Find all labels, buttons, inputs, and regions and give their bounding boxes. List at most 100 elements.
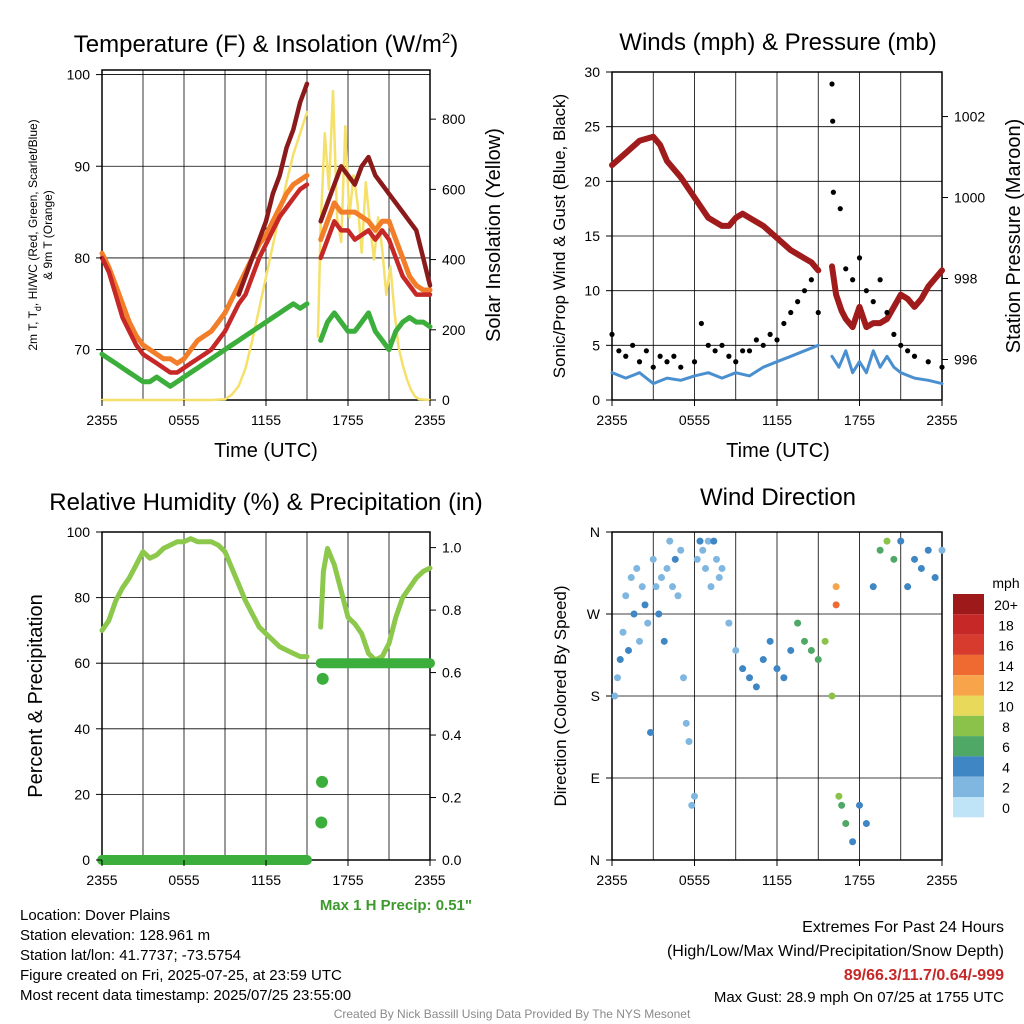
y-tick-label: 80: [74, 590, 90, 606]
direction-points: [611, 537, 946, 846]
panel-temperature: Temperature (F) & Insolation (W/m2) 2355…: [26, 30, 505, 462]
legend-label: 18: [998, 617, 1014, 633]
gust-point: [781, 320, 787, 327]
rh-line: [99, 536, 433, 663]
gust-point: [774, 337, 780, 343]
x-tick-label: 0555: [168, 412, 199, 428]
y-tick-label: N: [590, 852, 600, 868]
direction-point: [619, 628, 627, 636]
direction-point: [704, 537, 712, 545]
gust-point: [691, 359, 698, 365]
direction-point: [715, 574, 723, 582]
precip-point: [315, 816, 328, 829]
x-tick-label: 1755: [332, 412, 363, 428]
direction-point: [842, 820, 850, 828]
speed-legend: mph 20+ 18 16 14 12 10 8 6 4 2 0: [953, 575, 1020, 818]
footer-credit: Created By Nick Bassill Using Data Provi…: [333, 1007, 691, 1021]
winds-xlabel: Time (UTC): [726, 440, 830, 462]
gust-point: [788, 309, 794, 316]
direction-point: [828, 692, 836, 700]
direction-point: [938, 546, 946, 554]
dewpoint-line: [99, 301, 433, 389]
direction-point: [627, 574, 635, 582]
gust-point: [657, 353, 663, 359]
y2-tick-label: 0.0: [442, 852, 462, 868]
winds-series: [609, 81, 945, 386]
direction-point: [688, 801, 696, 809]
gust-point: [830, 189, 836, 195]
y2-tick-label: 1000: [954, 190, 985, 206]
direction-axes: 2355 0555 1155 1755 2355 N E S W N: [587, 524, 958, 888]
direction-point: [911, 555, 918, 563]
humidity-series: [97, 536, 435, 865]
y2-tick-label: 998: [954, 271, 978, 287]
x-tick-label: 1155: [251, 872, 281, 888]
y-tick-label: 40: [74, 721, 90, 737]
direction-point: [710, 537, 718, 545]
legend-swatch: [953, 736, 984, 757]
gust-point: [753, 337, 759, 343]
legend-label: 4: [1002, 759, 1010, 775]
direction-point: [622, 592, 630, 600]
y-tick-label: 90: [74, 158, 90, 174]
winds-y2label: Station Pressure (Maroon): [1003, 119, 1024, 354]
x-tick-label: 2355: [86, 412, 117, 428]
y-tick-label: 60: [74, 655, 90, 671]
direction-point: [832, 601, 840, 609]
gust-point: [746, 348, 753, 354]
gust-point: [891, 331, 897, 337]
gust-point: [795, 299, 801, 305]
direction-point: [832, 583, 840, 591]
pressure-line: [609, 133, 945, 331]
y-tick-label: 30: [584, 64, 600, 80]
gust-point: [616, 348, 622, 354]
direction-point: [924, 546, 932, 554]
legend-label: 14: [998, 658, 1014, 674]
extremes-subtitle: (High/Low/Max Wind/Precipitation/Snow De…: [666, 943, 1004, 960]
y2-tick-label: 400: [442, 252, 466, 268]
y-tick-label: 20: [74, 786, 90, 802]
direction-title: Wind Direction: [700, 484, 856, 511]
direction-point: [652, 583, 660, 591]
gust-point: [939, 364, 945, 370]
y-tick-label: 10: [584, 283, 600, 299]
y2-tick-label: 200: [442, 322, 466, 338]
direction-point: [732, 646, 740, 654]
temp_9m-line: [99, 172, 433, 366]
legend-label: 12: [998, 678, 1014, 694]
gust-point: [650, 364, 656, 370]
y-tick-label: W: [587, 606, 601, 622]
legend-swatch: [953, 776, 984, 797]
gust-point: [843, 266, 849, 272]
gust-point: [884, 309, 890, 316]
gust-point: [767, 331, 773, 337]
gust-point: [630, 342, 636, 348]
gust-point: [705, 342, 711, 348]
humidity-axes: 2355 0555 1155 1755 2355 0 20 40 60 80 100 0.0 0.2 0.…: [67, 524, 462, 888]
humidity-ylabel: Percent & Precipitation: [25, 594, 47, 797]
x-tick-label: 2355: [926, 872, 957, 888]
direction-point: [917, 564, 925, 572]
direction-point: [890, 555, 898, 563]
x-tick-label: 2355: [414, 872, 445, 888]
gust-point: [664, 359, 670, 365]
temperature-axes: 2355 0555 1155 1755 2355 70 80 90 100 0 200 400 600 8…: [67, 67, 466, 428]
direction-point: [787, 646, 795, 654]
temperature-series: [99, 81, 433, 402]
direction-point: [725, 619, 733, 627]
direction-point: [883, 537, 891, 545]
legend-swatch: [953, 756, 984, 777]
direction-point: [746, 674, 753, 682]
legend-label: 2: [1002, 780, 1010, 796]
temperature-ylabel-line2: & 9m T (Orange): [41, 190, 55, 280]
direction-point: [897, 537, 905, 545]
figure-created: Figure created on Fri, 2025-07-25, at 23…: [20, 967, 342, 984]
gust-point: [740, 348, 746, 354]
direction-point: [682, 719, 690, 727]
x-tick-label: 1155: [251, 412, 281, 428]
gust-point: [678, 364, 684, 370]
y-tick-label: 20: [584, 173, 600, 189]
direction-point: [674, 592, 682, 600]
direction-point: [713, 555, 720, 563]
